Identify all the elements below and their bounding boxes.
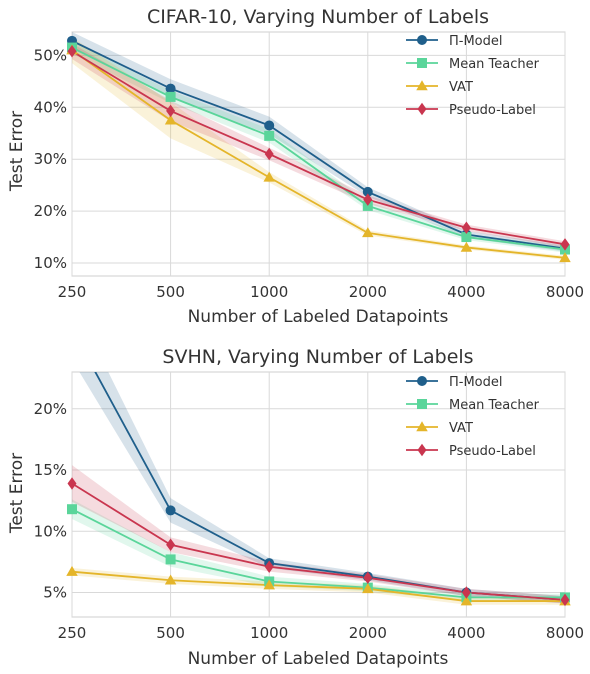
y-tick-label: 15% [34, 461, 67, 479]
data-point [362, 583, 374, 594]
data-point [460, 595, 473, 606]
data-point [165, 554, 176, 565]
series-line [72, 40, 565, 250]
data-point [264, 120, 275, 131]
confidence-band [72, 465, 565, 604]
data-point [165, 505, 176, 516]
y-axis-label: Test Error [7, 453, 27, 534]
data-point [166, 538, 176, 551]
data-point [461, 232, 472, 243]
data-point [67, 504, 77, 515]
legend-item: Π-Model [406, 375, 503, 390]
legend-label: Π-Model [449, 34, 503, 49]
legend-label: VAT [449, 80, 473, 95]
data-point [67, 477, 77, 490]
y-tick-label: 30% [34, 150, 67, 168]
legend-label: Π-Model [449, 375, 503, 390]
data-point [264, 130, 275, 141]
x-tick-label: 500 [156, 624, 185, 642]
y-tick-label: 5% [43, 584, 67, 602]
data-point [165, 91, 176, 102]
confidence-band [72, 499, 565, 602]
chart-title: CIFAR-10, Varying Number of Labels [147, 6, 489, 28]
data-point [363, 193, 373, 206]
legend-label: VAT [449, 421, 473, 436]
data-point [559, 252, 571, 263]
data-point [66, 565, 78, 576]
data-point [461, 221, 471, 234]
legend-item: Mean Teacher [406, 57, 540, 72]
series-line [72, 508, 565, 599]
x-tick-label: 250 [58, 283, 87, 301]
legend-marker [416, 421, 428, 432]
y-axis-label: Test Error [7, 111, 27, 192]
data-point [362, 186, 373, 197]
legend-item: Pseudo-Label [406, 443, 536, 459]
legend-marker [416, 80, 428, 91]
data-point [461, 586, 471, 599]
data-point [165, 83, 176, 94]
legend: Π-Model Mean Teacher VAT Pseudo-Label [406, 375, 540, 459]
y-tick-label: 10% [34, 254, 67, 272]
legend-label: Mean Teacher [449, 398, 540, 413]
data-point [264, 560, 274, 574]
x-tick-label: 4000 [447, 624, 485, 642]
cifar10-chart: CIFAR-10, Varying Number of Labels Numbe… [7, 6, 584, 327]
legend-marker [417, 376, 427, 386]
legend-item: VAT [406, 80, 473, 95]
x-axis-label: Number of Labeled Datapoints [188, 649, 449, 669]
x-tick-label: 1000 [250, 283, 288, 301]
data-point [263, 579, 275, 590]
legend-item: Pseudo-Label [406, 102, 536, 118]
data-point [164, 574, 177, 585]
x-tick-label: 4000 [447, 283, 485, 301]
legend-marker [417, 35, 427, 45]
legend-label: Pseudo-Label [449, 103, 536, 118]
legend-label: Pseudo-Label [449, 444, 536, 459]
legend-marker [417, 399, 427, 409]
x-tick-label: 500 [156, 283, 185, 301]
series-line [72, 46, 565, 251]
legend-item: VAT [406, 421, 473, 436]
y-tick-label: 20% [34, 202, 67, 220]
data-point [363, 571, 373, 585]
legend-item: Π-Model [406, 34, 503, 49]
series-line [72, 50, 565, 246]
data-point [166, 104, 176, 118]
series-line [72, 49, 565, 259]
data-point [362, 227, 374, 238]
x-tick-label: 8000 [546, 283, 584, 301]
data-point [67, 44, 77, 58]
series-line [94, 372, 565, 601]
legend-label: Mean Teacher [449, 57, 540, 72]
data-point [263, 171, 275, 182]
y-tick-label: 40% [34, 98, 67, 116]
legend: Π-Model Mean Teacher VAT Pseudo-Label [406, 34, 540, 118]
data-point [264, 147, 274, 161]
legend-marker [417, 443, 427, 457]
chart-title: SVHN, Varying Number of Labels [162, 346, 473, 368]
data-point [560, 593, 570, 607]
data-point [560, 238, 570, 251]
series-line [72, 482, 565, 601]
x-tick-label: 8000 [546, 624, 584, 642]
x-axis-label: Number of Labeled Datapoints [188, 307, 449, 327]
legend-item: Mean Teacher [406, 398, 540, 413]
x-tick-label: 250 [58, 624, 87, 642]
series-line [72, 570, 565, 602]
legend-marker [417, 58, 427, 68]
legend-marker [417, 102, 427, 116]
y-tick-label: 50% [34, 46, 67, 64]
x-tick-label: 2000 [349, 283, 387, 301]
data-point [460, 241, 473, 252]
svhn-chart: SVHN, Varying Number of Labels Number of… [7, 346, 584, 669]
x-tick-label: 1000 [250, 624, 288, 642]
y-tick-label: 20% [34, 400, 67, 418]
data-point [164, 114, 177, 125]
x-tick-label: 2000 [349, 624, 387, 642]
y-tick-label: 10% [34, 522, 67, 540]
